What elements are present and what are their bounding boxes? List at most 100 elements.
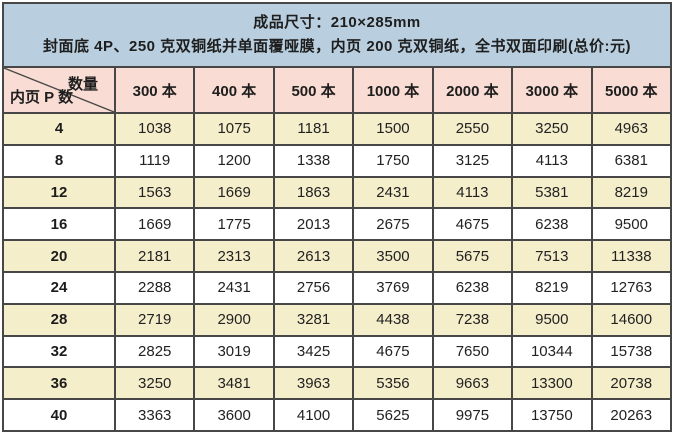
table-row: 20 2181 2313 2613 3500 5675 7513 11338 — [2, 239, 673, 273]
corner-label-quantity: 数量 — [67, 76, 98, 93]
diagonal-divider-line — [4, 68, 114, 112]
price-cell: 4113 — [431, 175, 514, 210]
table-row: 40 3363 3600 4100 5625 9975 13750 20263 — [2, 398, 673, 432]
table-row: 12 1563 1669 1863 2431 4113 5381 8219 — [2, 175, 673, 210]
price-cell: 1038 — [113, 112, 196, 146]
price-cell: 9500 — [511, 302, 593, 337]
table-row: 8 1119 1200 1338 1750 3125 4113 6381 — [2, 143, 673, 178]
table-row: 36 3250 3481 3963 5356 9663 13300 20738 — [2, 366, 673, 401]
title-banner: 成品尺寸：210×285mm 封面底 4P、250 克双铜纸并单面覆哑膜，内页 … — [2, 2, 672, 68]
price-cell: 3250 — [511, 112, 593, 146]
quantity-header-400: 400 本 — [193, 66, 275, 114]
price-cell: 3250 — [113, 366, 196, 401]
price-cell: 4113 — [511, 143, 593, 178]
quantity-header-500: 500 本 — [272, 66, 355, 114]
price-cell: 7513 — [511, 239, 593, 273]
price-cell: 2288 — [113, 270, 196, 305]
price-cell: 9975 — [431, 398, 514, 432]
price-cell: 15738 — [590, 334, 673, 369]
price-cell: 9500 — [590, 207, 673, 242]
price-cell: 1119 — [113, 143, 196, 178]
price-cell: 1181 — [272, 112, 355, 146]
price-cell: 4438 — [352, 302, 434, 337]
price-cell: 13750 — [511, 398, 593, 432]
pages-cell: 20 — [2, 239, 116, 273]
price-cell: 3281 — [272, 302, 355, 337]
price-cell: 2613 — [272, 239, 355, 273]
price-cell: 5675 — [431, 239, 514, 273]
price-cell: 7238 — [431, 302, 514, 337]
price-cell: 3963 — [272, 366, 355, 401]
pages-cell: 4 — [2, 112, 116, 146]
price-cell: 1750 — [352, 143, 434, 178]
table-row: 28 2719 2900 3281 4438 7238 9500 14600 — [2, 302, 673, 337]
price-cell: 3425 — [272, 334, 355, 369]
price-cell: 10344 — [511, 334, 593, 369]
diagonal-corner-cell: 数量 内页 P 数 — [2, 66, 116, 114]
price-cell: 14600 — [590, 302, 673, 337]
product-size-title: 成品尺寸：210×285mm — [253, 14, 421, 31]
title-banner-row: 成品尺寸：210×285mm 封面底 4P、250 克双铜纸并单面覆哑膜，内页 … — [2, 2, 672, 68]
price-cell: 5356 — [352, 366, 434, 401]
price-cell: 1200 — [193, 143, 275, 178]
quantity-header-300: 300 本 — [113, 66, 196, 114]
price-cell: 1500 — [352, 112, 434, 146]
price-cell: 4963 — [590, 112, 673, 146]
pages-cell: 28 — [2, 302, 116, 337]
price-cell: 2719 — [113, 302, 196, 337]
table-row: 4 1038 1075 1181 1500 2550 3250 4963 — [2, 112, 673, 146]
quantity-header-2000: 2000 本 — [431, 66, 514, 114]
price-cell: 3769 — [352, 270, 434, 305]
price-cell: 6238 — [431, 270, 514, 305]
price-cell: 20738 — [590, 366, 673, 401]
price-cell: 5381 — [511, 175, 593, 210]
price-cell: 5625 — [352, 398, 434, 432]
price-cell: 2431 — [352, 175, 434, 210]
price-cell: 8219 — [511, 270, 593, 305]
price-cell: 1669 — [193, 175, 275, 210]
price-cell: 1563 — [113, 175, 196, 210]
price-cell: 3125 — [431, 143, 514, 178]
pages-cell: 16 — [2, 207, 116, 242]
price-cell: 2181 — [113, 239, 196, 273]
price-cell: 2550 — [431, 112, 514, 146]
price-cell: 2900 — [193, 302, 275, 337]
price-cell: 9663 — [431, 366, 514, 401]
pages-cell: 32 — [2, 334, 116, 369]
quantity-header-3000: 3000 本 — [511, 66, 593, 114]
price-cell: 3500 — [352, 239, 434, 273]
price-cell: 4675 — [352, 334, 434, 369]
price-cell: 8219 — [590, 175, 673, 210]
price-cell: 2313 — [193, 239, 275, 273]
price-cell: 13300 — [511, 366, 593, 401]
pages-cell: 40 — [2, 398, 116, 432]
price-cell: 1338 — [272, 143, 355, 178]
pages-cell: 12 — [2, 175, 116, 210]
corner-label-pages: 内页 P 数 — [10, 89, 74, 106]
pages-cell: 36 — [2, 366, 116, 401]
price-cell: 3019 — [193, 334, 275, 369]
quantity-header-row: 数量 内页 P 数 300 本 400 本 500 本 1000 本 2000 … — [2, 66, 673, 114]
spec-description: 封面底 4P、250 克双铜纸并单面覆哑膜，内页 200 克双铜纸，全书双面印刷… — [42, 38, 632, 55]
price-cell: 1669 — [113, 207, 196, 242]
price-cell: 3363 — [113, 398, 196, 432]
price-cell: 2675 — [352, 207, 434, 242]
pages-cell: 24 — [2, 270, 116, 305]
price-cell: 1775 — [193, 207, 275, 242]
price-cell: 2825 — [113, 334, 196, 369]
price-cell: 3481 — [193, 366, 275, 401]
price-cell: 4675 — [431, 207, 514, 242]
price-cell: 4100 — [272, 398, 355, 432]
price-cell: 6238 — [511, 207, 593, 242]
price-cell: 7650 — [431, 334, 514, 369]
price-cell: 12763 — [590, 270, 673, 305]
price-cell: 2756 — [272, 270, 355, 305]
price-cell: 11338 — [590, 239, 673, 273]
price-cell: 6381 — [590, 143, 673, 178]
price-cell: 1075 — [193, 112, 275, 146]
table-row: 24 2288 2431 2756 3769 6238 8219 12763 — [2, 270, 673, 305]
pages-cell: 8 — [2, 143, 116, 178]
price-cell: 2431 — [193, 270, 275, 305]
